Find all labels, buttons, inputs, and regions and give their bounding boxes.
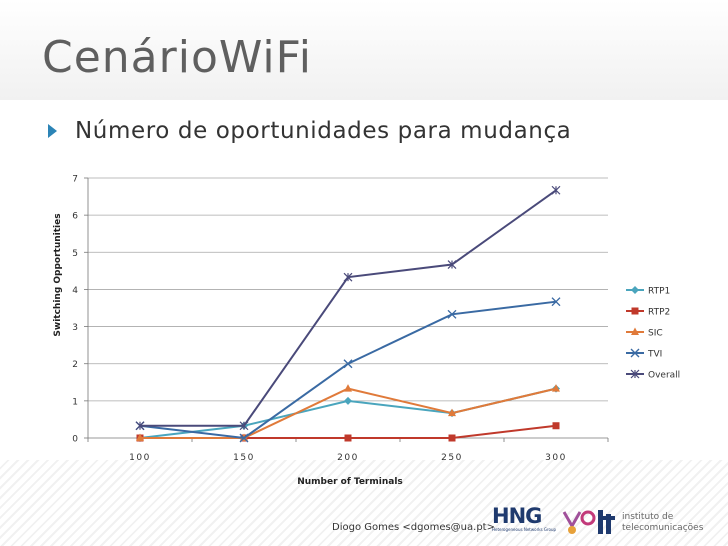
data-point-sic bbox=[344, 384, 352, 392]
x-tick-label: 100 bbox=[129, 453, 151, 463]
bullet-item: Número de oportunidades para mudança bbox=[48, 118, 571, 144]
legend-label-overall: Overall bbox=[648, 371, 680, 381]
line-chart: 0 1 2 3 4 5 6 7 100 150 200 250 300 RTP1 RTP2 SIC TVI Ov… bbox=[0, 160, 728, 500]
x-tick-label: 200 bbox=[337, 453, 359, 463]
chart-axes: 0 1 2 3 4 5 6 7 100 150 200 250 300 bbox=[72, 175, 608, 464]
legend-marker-rtp2 bbox=[632, 308, 639, 315]
it-logo-text: instituto de telecomunicações bbox=[622, 512, 703, 534]
y-tick-label: 1 bbox=[72, 397, 78, 407]
legend-marker-rtp1 bbox=[631, 286, 639, 294]
data-point-overall bbox=[552, 186, 560, 194]
y-tick-label: 5 bbox=[72, 249, 78, 259]
y-axis-label: Switching Opportunities bbox=[53, 213, 63, 336]
data-point-rtp2 bbox=[345, 435, 352, 442]
chart-grid bbox=[88, 178, 608, 401]
bullet-arrow-icon bbox=[48, 124, 57, 138]
y-tick-label: 2 bbox=[72, 360, 78, 370]
y-tick-label: 7 bbox=[72, 175, 78, 185]
series-line-tvi bbox=[140, 302, 556, 438]
hng-logo-subtitle: Heterogeneous Networks Group bbox=[492, 527, 556, 532]
chart-series bbox=[136, 186, 560, 442]
legend-label-rtp2: RTP2 bbox=[648, 308, 670, 318]
it-logo-line2: telecomunicações bbox=[622, 523, 703, 534]
x-axis-label: Number of Terminals bbox=[297, 477, 403, 487]
x-tick-label: 150 bbox=[233, 453, 255, 463]
data-point-rtp1 bbox=[344, 397, 352, 405]
y-tick-label: 4 bbox=[72, 286, 78, 296]
footer-author: Diogo Gomes <dgomes@ua.pt> bbox=[332, 522, 495, 533]
legend-label-rtp1: RTP1 bbox=[648, 287, 670, 297]
bullet-text: Número de oportunidades para mudança bbox=[75, 118, 571, 144]
it-logo-line1: instituto de bbox=[622, 512, 703, 523]
y-tick-label: 6 bbox=[72, 212, 78, 222]
legend-label-sic: SIC bbox=[648, 329, 663, 339]
legend-label-tvi: TVI bbox=[647, 350, 662, 360]
x-tick-label: 300 bbox=[545, 453, 567, 463]
slide-title: CenárioWiFi bbox=[42, 32, 312, 83]
data-point-rtp2 bbox=[449, 435, 456, 442]
it-logo-graphic bbox=[560, 504, 620, 540]
data-point-rtp2 bbox=[553, 422, 560, 429]
hng-logo: HNG Heterogeneous Networks Group bbox=[492, 506, 556, 532]
chart-legend: RTP1 RTP2 SIC TVI Overall bbox=[626, 286, 680, 381]
hng-logo-text: HNG bbox=[492, 506, 556, 527]
y-tick-label: 3 bbox=[72, 323, 78, 333]
series-line-rtp1 bbox=[140, 389, 556, 438]
y-tick-label: 0 bbox=[72, 435, 78, 445]
x-tick-label: 250 bbox=[441, 453, 463, 463]
